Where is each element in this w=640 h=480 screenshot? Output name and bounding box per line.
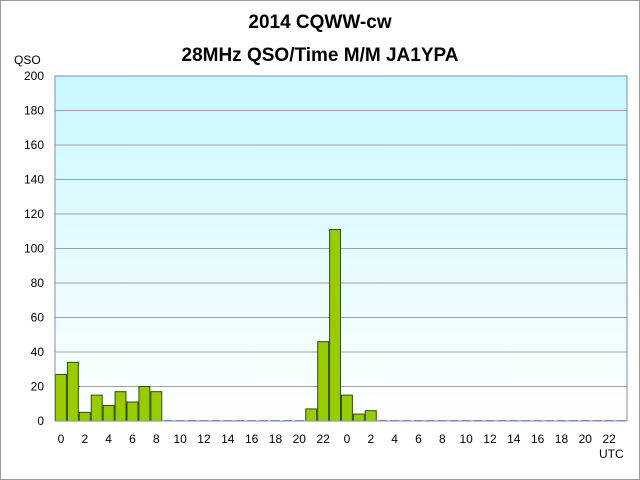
x-tick-label: 10	[173, 432, 187, 446]
y-tick-label: 60	[31, 311, 45, 325]
bar	[364, 410, 377, 422]
x-tick-label: 14	[221, 432, 235, 446]
x-tick-label: 20	[579, 432, 593, 446]
x-tick-label: 8	[439, 432, 446, 446]
bar	[305, 408, 318, 422]
plot-border	[54, 75, 628, 422]
y-tick-label: 0	[37, 414, 44, 428]
y-tick-label: 120	[24, 207, 44, 221]
bar	[78, 411, 91, 422]
y-tick-label: 100	[24, 242, 44, 256]
x-tick-label: 0	[344, 432, 351, 446]
bar	[114, 391, 127, 422]
x-tick-label: 16	[245, 432, 259, 446]
bar	[55, 373, 67, 422]
x-tick-label: 4	[391, 432, 398, 446]
y-axis-title: QSO	[14, 53, 41, 67]
x-tick-label: 12	[197, 432, 211, 446]
y-tick-label: 200	[24, 69, 44, 83]
bar	[329, 229, 342, 422]
x-tick-label: 18	[555, 432, 569, 446]
x-tick-label: 14	[507, 432, 521, 446]
bar	[90, 394, 103, 422]
bar	[317, 341, 330, 422]
x-tick-label: 0	[58, 432, 65, 446]
x-tick-label: 4	[105, 432, 112, 446]
bar	[66, 361, 79, 422]
y-tick-label: 20	[31, 380, 45, 394]
x-tick-label: 8	[153, 432, 160, 446]
y-tick-label: 80	[31, 276, 45, 290]
x-tick-label: 20	[293, 432, 307, 446]
x-tick-label: 12	[483, 432, 497, 446]
chart-subtitle: 28MHz QSO/Time M/M JA1YPA	[181, 45, 459, 66]
x-tick-label: 22	[602, 432, 616, 446]
x-tick-label: 22	[316, 432, 330, 446]
bar	[102, 404, 115, 422]
y-tick-label: 140	[24, 173, 44, 187]
x-tick-labels: 0 2 4 6 8 10 12 14 16 18 20 22 0 2 4 6 8 10 12 14 16 18 20 22	[58, 432, 617, 446]
y-tick-labels: 0 20 40 60 80 100 120 140 160 180 200	[24, 69, 44, 428]
x-tick-label: 6	[415, 432, 422, 446]
x-tick-label: 18	[269, 432, 283, 446]
x-tick-label: 6	[129, 432, 136, 446]
x-tick-label: 16	[531, 432, 545, 446]
x-tick-label: 2	[81, 432, 88, 446]
x-axis-title: UTC	[599, 447, 624, 461]
chart-title: 2014 CQWW-cw	[248, 12, 392, 33]
y-tick-label: 160	[24, 138, 44, 152]
x-tick-label: 2	[367, 432, 374, 446]
bar	[352, 413, 365, 422]
y-tick-label: 180	[24, 104, 44, 118]
bar	[138, 386, 151, 422]
bar	[341, 394, 353, 422]
bar	[126, 401, 139, 422]
bar	[150, 391, 163, 422]
y-tick-label: 40	[31, 345, 45, 359]
x-tick-label: 10	[459, 432, 473, 446]
